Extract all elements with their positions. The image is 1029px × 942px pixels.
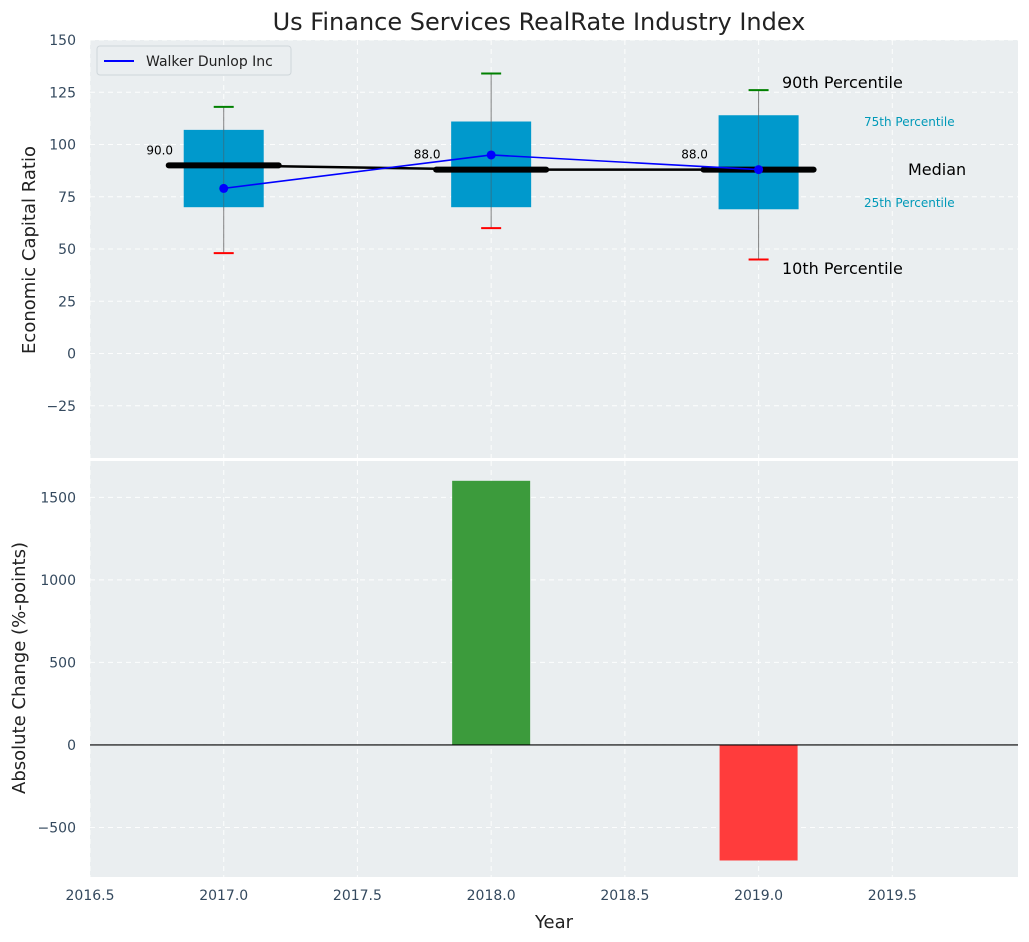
bottom-y-tick-label: 1500 — [40, 490, 76, 506]
company-series-point — [486, 150, 496, 160]
change-bar — [452, 480, 531, 745]
bottom-y-tick-label: 500 — [49, 655, 76, 671]
annotation-p10: 10th Percentile — [782, 259, 903, 278]
x-tick-label: 2019.0 — [734, 888, 783, 904]
change-bar — [719, 744, 798, 861]
median-value-label: 88.0 — [681, 148, 708, 162]
company-series-point — [754, 165, 764, 175]
x-ticks: 2016.5 2017.0 2017.5 2018.0 2018.5 2019.0 2019… — [66, 888, 917, 904]
x-tick-label: 2018.5 — [600, 888, 649, 904]
legend: Walker Dunlop Inc — [96, 45, 292, 76]
bottom-y-tick-label: 0 — [67, 738, 76, 754]
bottom-y-ticks: −500 0 500 1000 1500 — [38, 490, 76, 836]
top-y-tick-label: 125 — [49, 85, 76, 101]
bottom-y-tick-label: −500 — [38, 820, 76, 836]
chart-title: Us Finance Services RealRate Industry In… — [273, 8, 806, 36]
top-y-axis-label: Economic Capital Ratio — [19, 146, 40, 354]
top-y-ticks: −25 0 25 50 75 100 125 150 — [46, 33, 76, 415]
x-tick-label: 2018.0 — [467, 888, 516, 904]
top-y-tick-label: 150 — [49, 33, 76, 49]
median-value-label: 88.0 — [414, 148, 441, 162]
top-y-tick-label: 25 — [58, 294, 76, 310]
x-axis-label: Year — [534, 912, 574, 933]
annotation-p75: 75th Percentile — [864, 115, 955, 129]
top-y-tick-label: 75 — [58, 190, 76, 206]
x-tick-label: 2016.5 — [66, 888, 115, 904]
company-series-point — [219, 183, 229, 193]
legend-label: Walker Dunlop Inc — [146, 54, 273, 70]
bottom-y-tick-label: 1000 — [40, 573, 76, 589]
x-tick-label: 2017.5 — [333, 888, 382, 904]
x-tick-label: 2019.5 — [868, 888, 917, 904]
top-y-tick-label: −25 — [46, 399, 76, 415]
x-tick-label: 2017.0 — [199, 888, 248, 904]
annotation-median: Median — [908, 160, 966, 179]
top-y-tick-label: 0 — [67, 347, 76, 363]
median-trend-line — [223, 164, 759, 171]
annotation-p90: 90th Percentile — [782, 73, 903, 92]
bottom-y-axis-label: Absolute Change (%-points) — [9, 542, 30, 794]
top-y-tick-label: 100 — [49, 138, 76, 154]
annotation-p25: 25th Percentile — [864, 196, 955, 210]
median-value-label: 90.0 — [146, 143, 173, 157]
percentile-boxes: 90.0 88.0 88.0 — [146, 72, 817, 261]
bottom-panel-background — [90, 461, 1018, 877]
change-bars — [90, 480, 1018, 861]
legend-box — [96, 45, 292, 76]
top-y-tick-label: 50 — [58, 242, 76, 258]
percentile-annotations: 90th Percentile 75th Percentile Median 2… — [782, 73, 966, 278]
